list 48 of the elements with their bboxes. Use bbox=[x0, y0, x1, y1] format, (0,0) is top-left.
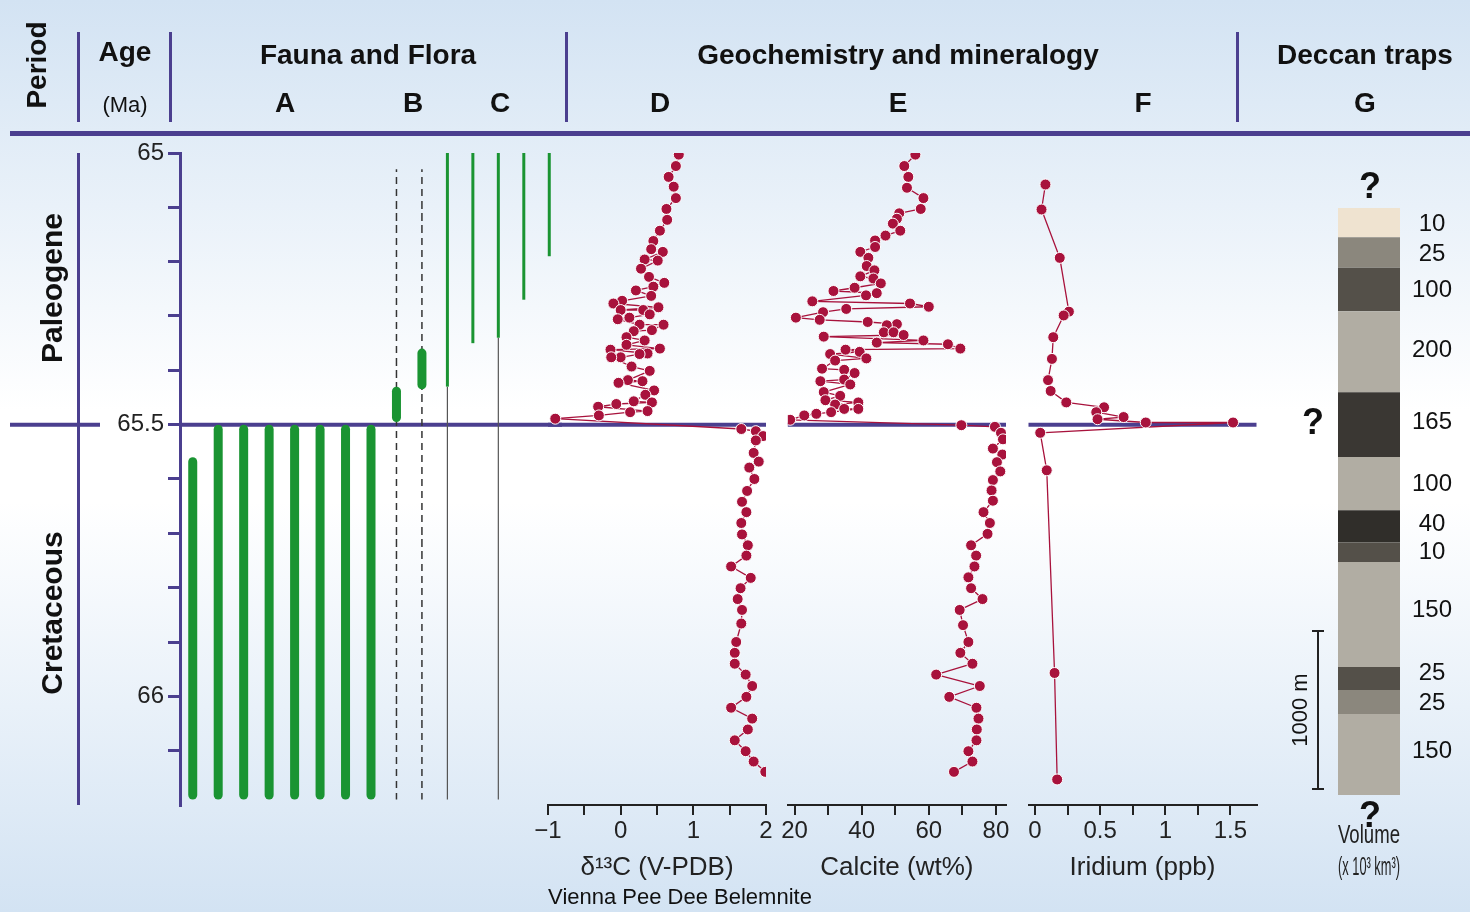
text: B bbox=[402, 87, 424, 118]
text: ? bbox=[1359, 165, 1381, 206]
x-tick-label: 1 bbox=[686, 816, 701, 844]
x-tick-label: 80 bbox=[982, 816, 1010, 844]
text: 150 bbox=[1411, 736, 1453, 763]
x-tick-label: 0 bbox=[1028, 816, 1042, 844]
x-tick-label: 40 bbox=[848, 816, 876, 844]
y-axis-title: Age (Ma) bbox=[98, 36, 152, 117]
chart-subtitle: D bbox=[649, 87, 671, 118]
text: 165 bbox=[1411, 407, 1453, 434]
x-tick-label: 0.5 bbox=[1083, 816, 1117, 844]
text: 100 bbox=[1411, 275, 1453, 302]
y-tick-label: 65 bbox=[137, 137, 164, 165]
x-tick-label: 2 bbox=[759, 816, 773, 844]
text: Cretaceous bbox=[35, 531, 68, 695]
chart-subtitle: G bbox=[1354, 87, 1376, 118]
text: C bbox=[489, 87, 511, 118]
text: 150 bbox=[1411, 595, 1453, 622]
chart-title: Deccan traps bbox=[1277, 39, 1453, 70]
x-tick-label: 1.5 bbox=[1213, 816, 1248, 844]
text: Vienna Pee Dee Belemnite bbox=[548, 884, 812, 909]
chart-subtitle: F bbox=[1134, 87, 1152, 118]
x-tick-label: 1 bbox=[1158, 816, 1172, 844]
x-axis-title: Iridium (ppb) bbox=[1069, 850, 1216, 881]
text: Period bbox=[21, 21, 52, 109]
text: 1000 m bbox=[1287, 673, 1312, 747]
chart-subtitle: E bbox=[888, 87, 908, 118]
text: 200 bbox=[1411, 335, 1453, 362]
x-axis-title: δ¹³C (V-PDB) bbox=[580, 850, 734, 881]
text: 25 bbox=[1418, 239, 1446, 266]
x-tick-label: 20 bbox=[781, 816, 808, 844]
x-tick-label: 60 bbox=[915, 816, 943, 844]
x-tick-label: 0 bbox=[613, 816, 628, 844]
text: 10 bbox=[1418, 537, 1446, 564]
text: Paleogene bbox=[35, 212, 68, 364]
chart-title: Fauna and Flora bbox=[259, 39, 477, 70]
x-tick-label: −1 bbox=[534, 816, 562, 844]
text: 100 bbox=[1411, 469, 1453, 496]
text: 40 bbox=[1418, 509, 1446, 536]
y-tick-label: 65.5 bbox=[117, 409, 164, 437]
text: ? bbox=[1302, 401, 1324, 442]
x-axis-title: Calcite (wt%) bbox=[820, 850, 974, 881]
text: Geochemistry and mineralogy bbox=[697, 39, 1099, 70]
text: A bbox=[274, 87, 296, 118]
text: 25 bbox=[1418, 658, 1446, 685]
y-tick-label: 66 bbox=[137, 680, 164, 708]
text: 25 bbox=[1418, 688, 1446, 715]
text: 10 bbox=[1418, 209, 1446, 236]
